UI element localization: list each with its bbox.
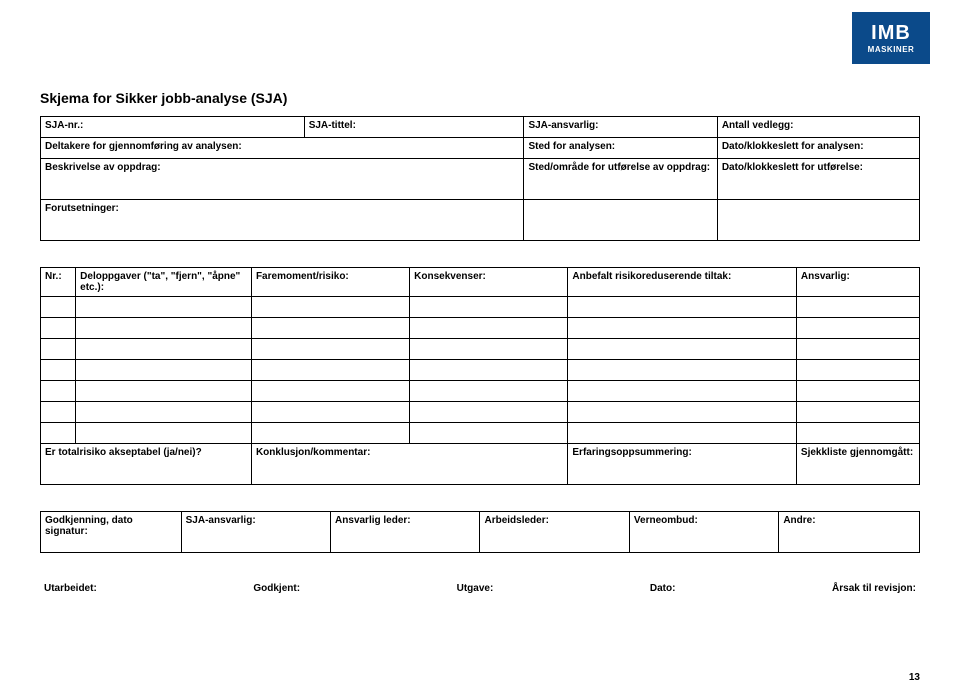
t2-f4: Sjekkliste gjennomgått: bbox=[796, 444, 919, 485]
t1-r1-c1: SJA-nr.: bbox=[41, 117, 305, 138]
analysis-table: Nr.: Deloppgaver ("ta", "fjern", "åpne" … bbox=[40, 267, 920, 485]
t1-r1-c3: SJA-ansvarlig: bbox=[524, 117, 717, 138]
table-row bbox=[41, 402, 920, 423]
t2-f3: Erfaringsoppsummering: bbox=[568, 444, 797, 485]
t2-h2: Deloppgaver ("ta", "fjern", "åpne" etc.)… bbox=[76, 268, 252, 297]
table-row bbox=[41, 297, 920, 318]
footer-row: Utarbeidet: Godkjent: Utgave: Dato: Årsa… bbox=[40, 583, 920, 594]
page-title: Skjema for Sikker jobb-analyse (SJA) bbox=[40, 90, 920, 106]
t2-h4: Konsekvenser: bbox=[410, 268, 568, 297]
t1-r1-c4: Antall vedlegg: bbox=[717, 117, 919, 138]
t1-r2-c3: Dato/klokkeslett for analysen: bbox=[717, 138, 919, 159]
t2-f2: Konklusjon/kommentar: bbox=[251, 444, 567, 485]
footer-3: Utgave: bbox=[457, 583, 494, 594]
table-row bbox=[41, 381, 920, 402]
t1-r3-c3: Dato/klokkeslett for utførelse: bbox=[717, 159, 919, 200]
t1-r4-c3 bbox=[717, 200, 919, 241]
t1-r4-c2 bbox=[524, 200, 717, 241]
footer-1: Utarbeidet: bbox=[44, 583, 97, 594]
table-row bbox=[41, 423, 920, 444]
t2-h5: Anbefalt risikoreduserende tiltak: bbox=[568, 268, 797, 297]
logo-line2: MASKINER bbox=[868, 45, 915, 54]
t3-h1: Godkjenning, dato signatur: bbox=[41, 512, 182, 553]
t3-h5: Verneombud: bbox=[629, 512, 778, 553]
table-row bbox=[41, 339, 920, 360]
t1-r4-c1: Forutsetninger: bbox=[41, 200, 524, 241]
t1-r2-c1: Deltakere for gjennomføring av analysen: bbox=[41, 138, 524, 159]
t1-r2-c2: Sted for analysen: bbox=[524, 138, 717, 159]
t3-h2: SJA-ansvarlig: bbox=[181, 512, 330, 553]
page-number: 13 bbox=[909, 672, 920, 683]
t3-h6: Andre: bbox=[779, 512, 920, 553]
header-table: SJA-nr.: SJA-tittel: SJA-ansvarlig: Anta… bbox=[40, 116, 920, 241]
logo: IMB MASKINER bbox=[852, 12, 930, 64]
approval-table: Godkjenning, dato signatur: SJA-ansvarli… bbox=[40, 511, 920, 553]
t3-h3: Ansvarlig leder: bbox=[331, 512, 480, 553]
t2-h3: Faremoment/risiko: bbox=[251, 268, 409, 297]
footer-2: Godkjent: bbox=[253, 583, 300, 594]
footer-4: Dato: bbox=[650, 583, 676, 594]
logo-line1: IMB bbox=[871, 23, 911, 43]
table-row bbox=[41, 360, 920, 381]
table-row bbox=[41, 318, 920, 339]
t1-r1-c2: SJA-tittel: bbox=[304, 117, 524, 138]
t2-h1: Nr.: bbox=[41, 268, 76, 297]
t3-h4: Arbeidsleder: bbox=[480, 512, 629, 553]
t1-r3-c2: Sted/område for utførelse av oppdrag: bbox=[524, 159, 717, 200]
t2-f1: Er totalrisiko akseptabel (ja/nei)? bbox=[41, 444, 252, 485]
t1-r3-c1: Beskrivelse av oppdrag: bbox=[41, 159, 524, 200]
t2-h6: Ansvarlig: bbox=[796, 268, 919, 297]
footer-5: Årsak til revisjon: bbox=[832, 583, 916, 594]
